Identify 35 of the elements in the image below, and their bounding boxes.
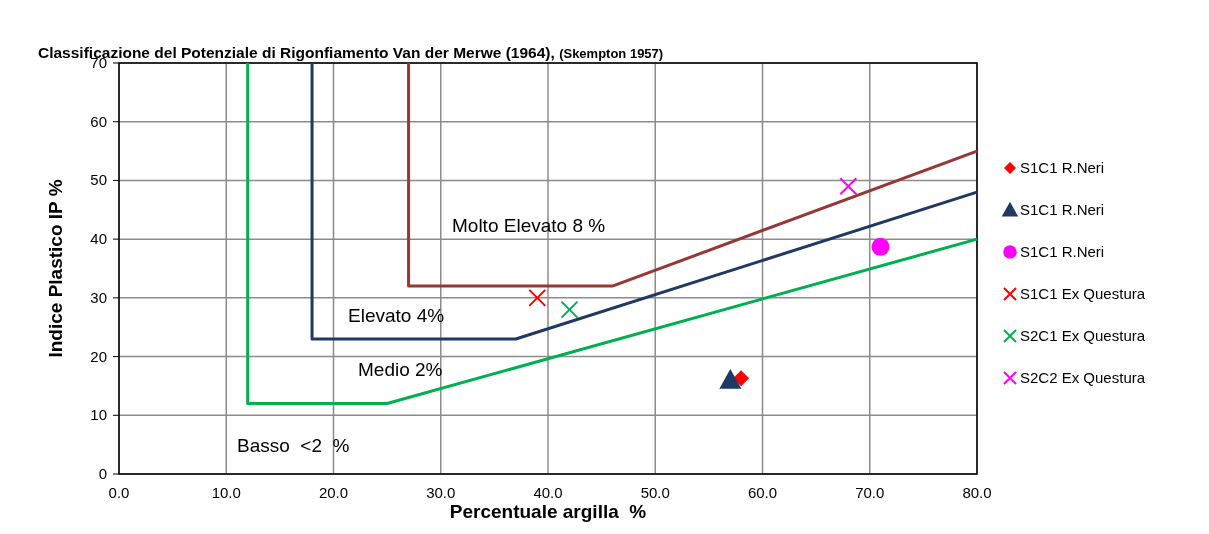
x-tick-label: 60.0 [747, 484, 778, 501]
y-tick-label: 50 [90, 171, 107, 189]
y-tick-label: 0 [98, 465, 107, 482]
point [871, 237, 890, 256]
y-tick-label: 40 [90, 230, 107, 248]
chart-subtitle: (Skempton 1957) [559, 46, 664, 61]
annotation: Medio 2% [358, 359, 443, 380]
x-tick-label: 10.0 [211, 484, 241, 501]
x-tick-label: 70.0 [855, 484, 885, 501]
x-tick-label: 50.0 [640, 484, 670, 501]
legend-label: S1C1 R.Neri [1020, 201, 1105, 218]
annotation: Basso <2 % [237, 435, 350, 456]
x-tick-label: 30.0 [426, 484, 456, 501]
y-tick-label: 30 [90, 288, 107, 306]
x-tick-label: 40.0 [533, 484, 563, 501]
x-tick-label: 0.0 [108, 484, 130, 501]
point [719, 369, 742, 389]
legend-label: S2C1 Ex Questura [1020, 327, 1146, 344]
point [733, 370, 750, 387]
point [560, 300, 579, 319]
y-axis-title: Indice Plastico IP % [45, 179, 66, 358]
x-tick-label: 80.0 [962, 484, 992, 501]
point [839, 177, 858, 196]
legend-label: S2C2 Ex Questura [1020, 369, 1146, 386]
legend-label: S1C1 R.Neri [1020, 243, 1105, 260]
y-tick-label: 10 [90, 406, 107, 424]
x-tick-label: 20.0 [318, 484, 349, 501]
y-tick-label: 60 [90, 112, 107, 130]
point [528, 288, 547, 307]
annotation: Elevato 4% [348, 305, 445, 326]
legend-label: S1C1 Ex Questura [1020, 285, 1146, 302]
x-axis-title: Percentuale argilla % [449, 501, 647, 522]
legend-label: S1C1 R.Neri [1020, 159, 1105, 176]
annotation: Molto Elevato 8 % [452, 215, 606, 236]
y-tick-label: 20 [90, 347, 107, 365]
